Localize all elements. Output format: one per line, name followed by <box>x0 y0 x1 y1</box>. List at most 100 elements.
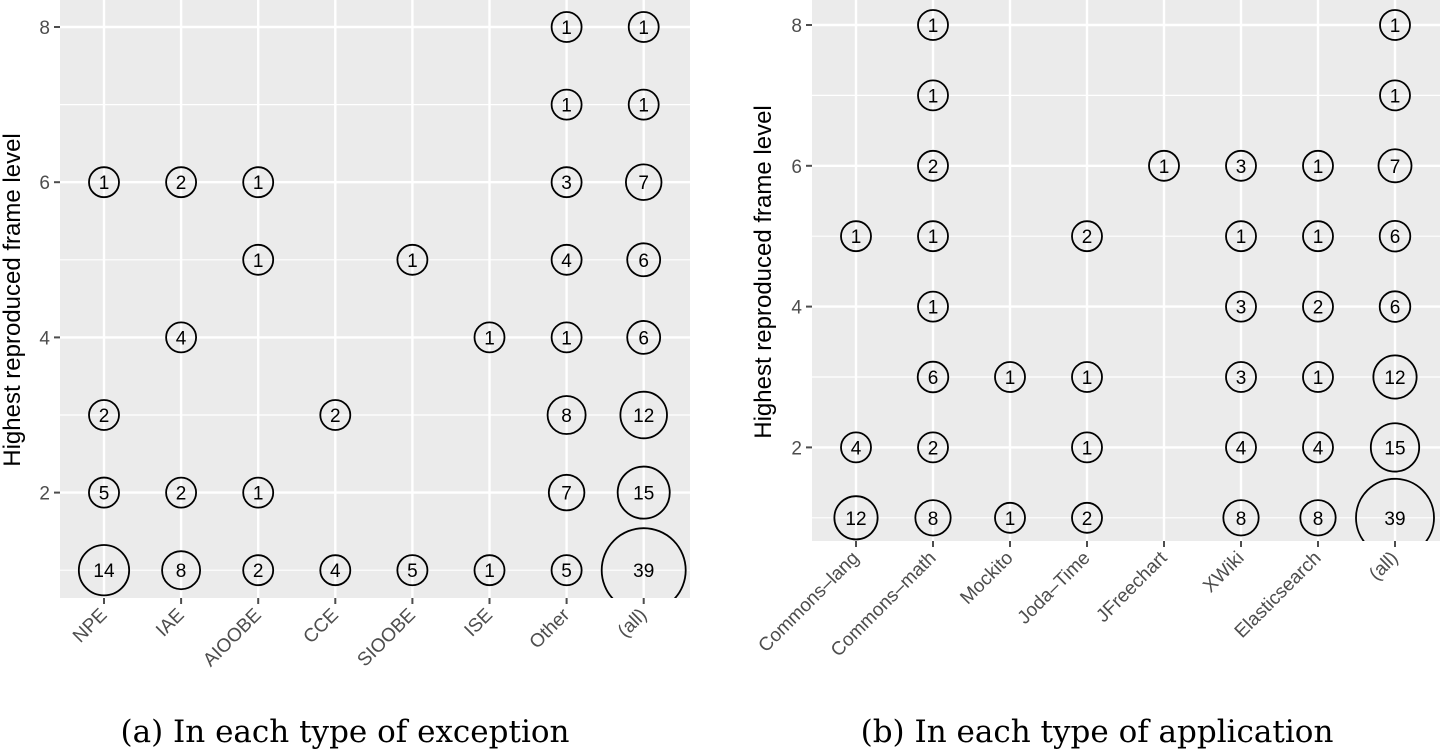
count-circle <box>396 243 429 276</box>
chart-b-y-axis: 2 4 6 8 <box>791 16 812 459</box>
count-circle <box>626 242 662 278</box>
count-label: 1 <box>484 561 495 582</box>
count-label: 4 <box>1313 438 1324 459</box>
count-circle <box>473 321 506 354</box>
count-label: 4 <box>1236 438 1247 459</box>
count-circle <box>1302 149 1334 182</box>
count-circle <box>1071 501 1103 534</box>
count-circle <box>550 11 583 43</box>
count-label: 2 <box>330 406 341 427</box>
count-label: 2 <box>928 438 939 459</box>
count-label: 6 <box>638 251 649 272</box>
count-label: 2 <box>928 157 939 178</box>
count-circle <box>546 395 587 435</box>
count-label: 1 <box>1005 368 1016 389</box>
chart-a-x-axis: NPE IAE AIOOBE CCE SIOOBE ISE Other (all) <box>69 598 651 671</box>
count-circle <box>1302 290 1334 323</box>
count-circle <box>1225 149 1257 182</box>
count-label: 1 <box>484 328 495 349</box>
count-circle <box>1299 499 1337 537</box>
count-circle <box>616 465 671 520</box>
count-circle <box>242 166 275 199</box>
count-label: 1 <box>1313 227 1324 248</box>
count-circle <box>77 544 131 597</box>
y-tick-label: 8 <box>39 18 50 39</box>
count-label: 1 <box>561 96 572 117</box>
count-circle <box>840 431 872 464</box>
x-tick-label: JFreechart <box>1092 547 1172 627</box>
chart-a-grid <box>60 0 690 598</box>
count-circle <box>1071 220 1103 253</box>
count-circle <box>1222 499 1260 537</box>
count-circle <box>319 554 352 587</box>
count-circle <box>165 476 198 509</box>
count-label: 1 <box>1313 368 1324 389</box>
chart-b-panel <box>812 0 1440 541</box>
count-circle <box>1302 220 1334 253</box>
count-circle <box>396 554 429 587</box>
count-label: 12 <box>845 509 866 530</box>
count-label: 1 <box>1082 438 1093 459</box>
y-tick-label: 2 <box>791 438 802 459</box>
count-circle <box>165 166 198 199</box>
count-label: 1 <box>253 484 264 505</box>
count-label: 8 <box>928 509 939 530</box>
count-circle <box>1355 477 1435 541</box>
x-tick-label: Other <box>526 604 575 653</box>
count-label: 2 <box>99 406 110 427</box>
count-circle <box>550 166 583 199</box>
count-circle <box>1379 9 1411 41</box>
x-tick-label: SIOOBE <box>354 605 420 671</box>
count-label: 39 <box>633 561 654 582</box>
count-circle <box>1379 79 1411 112</box>
count-label: 1 <box>407 251 418 272</box>
count-label: 5 <box>99 484 110 505</box>
count-label: 6 <box>1390 227 1401 248</box>
count-label: 4 <box>330 561 341 582</box>
chart-b-grid <box>812 0 1440 541</box>
x-tick-label: NPE <box>69 605 111 647</box>
count-label: 4 <box>561 251 572 272</box>
y-tick-label: 6 <box>791 157 802 178</box>
count-label: 1 <box>638 96 649 117</box>
count-label: 6 <box>638 328 649 349</box>
count-label: 1 <box>1236 227 1247 248</box>
x-tick-label: IAE <box>152 605 189 642</box>
count-circle <box>1369 422 1421 473</box>
count-circle <box>1378 290 1412 323</box>
count-label: 3 <box>1236 157 1247 178</box>
count-label: 1 <box>1159 157 1170 178</box>
count-label: 39 <box>1384 509 1405 530</box>
chart-b-ylabel: Highest reproduced frame level <box>750 105 777 439</box>
count-circle <box>1071 431 1103 464</box>
count-circle <box>161 550 202 591</box>
count-label: 1 <box>1313 157 1324 178</box>
count-circle <box>1225 290 1257 323</box>
count-circle <box>1148 149 1180 182</box>
count-circle <box>1225 431 1257 464</box>
x-tick-label: (all) <box>614 605 651 642</box>
y-tick-label: 4 <box>39 328 50 349</box>
chart-a-y-axis: 2 4 6 8 <box>39 18 60 505</box>
count-label: 8 <box>561 406 572 427</box>
count-label: 1 <box>253 173 264 194</box>
count-label: 7 <box>561 484 572 505</box>
count-label: 1 <box>1390 16 1401 37</box>
count-label: 6 <box>1390 298 1401 319</box>
count-circle <box>550 554 583 587</box>
y-tick-label: 6 <box>39 173 50 194</box>
chart-a-caption: (a) In each type of exception <box>121 714 570 750</box>
count-circle <box>1302 431 1334 464</box>
chart-b-caption: (b) In each type of application <box>861 714 1334 750</box>
count-circle <box>547 473 586 512</box>
count-circle <box>550 88 583 121</box>
count-label: 2 <box>176 173 187 194</box>
count-circle <box>550 321 583 354</box>
count-circle <box>242 476 275 509</box>
count-circle <box>600 527 687 598</box>
count-label: 15 <box>633 484 654 505</box>
count-label: 12 <box>1384 368 1405 389</box>
count-label: 5 <box>561 561 572 582</box>
